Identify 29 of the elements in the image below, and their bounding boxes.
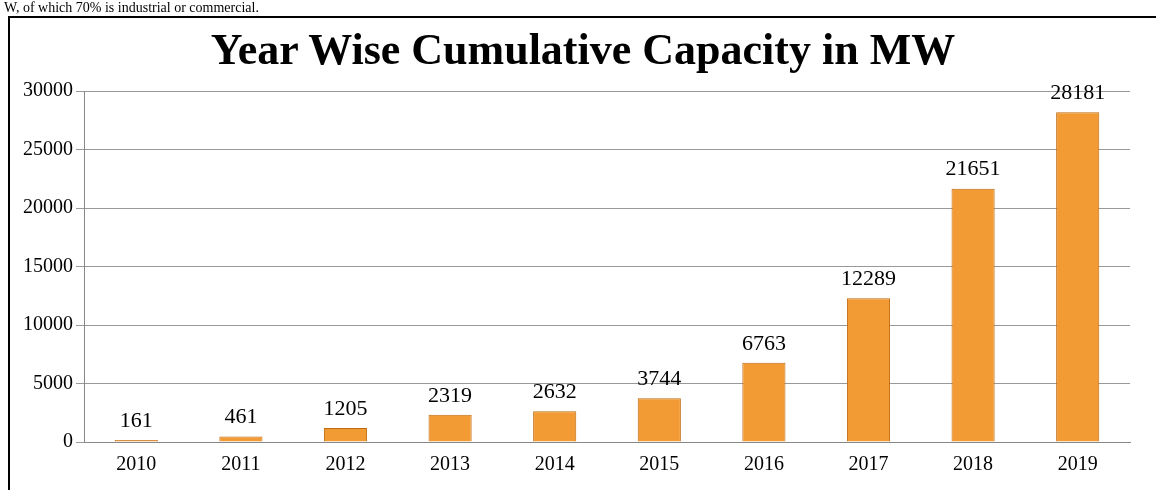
- x-tick-label: 2012: [325, 452, 366, 475]
- y-tick-label: 30000: [23, 78, 73, 101]
- data-label: 2632: [532, 377, 577, 403]
- x-tick-label: 2018: [953, 452, 994, 475]
- x-tick-label: 2013: [430, 452, 471, 475]
- x-tick-label: 2019: [1057, 452, 1098, 475]
- y-tick-label: 0: [63, 429, 73, 452]
- x-tick-label: 2016: [743, 452, 784, 475]
- y-tick-label: 10000: [23, 312, 73, 335]
- y-tick-label: 20000: [23, 195, 73, 218]
- data-label: 1205: [323, 394, 368, 420]
- y-tick-label: 15000: [23, 253, 73, 276]
- data-label: 161: [119, 406, 153, 432]
- data-label: 21651: [945, 155, 1001, 181]
- data-label: 28181: [1050, 79, 1106, 105]
- chart-title: Year Wise Cumulative Capacity in MW: [209, 24, 957, 76]
- data-label: 3744: [637, 364, 682, 390]
- text: W, of which 70% is industrial or commercial.: [3, 0, 260, 16]
- x-tick-label: 2014: [534, 452, 575, 475]
- x-tick-label: 2017: [848, 452, 889, 475]
- y-tick-label: 25000: [23, 136, 73, 159]
- data-label: 2319: [428, 381, 473, 407]
- y-tick-label: 5000: [33, 370, 73, 393]
- data-label: 6763: [741, 329, 786, 355]
- data-label: 12289: [841, 265, 896, 290]
- data-label: 461: [224, 403, 258, 429]
- x-tick-label: 2015: [639, 452, 680, 475]
- x-tick-label: 2011: [221, 452, 261, 475]
- x-tick-label: 2010: [116, 452, 157, 475]
